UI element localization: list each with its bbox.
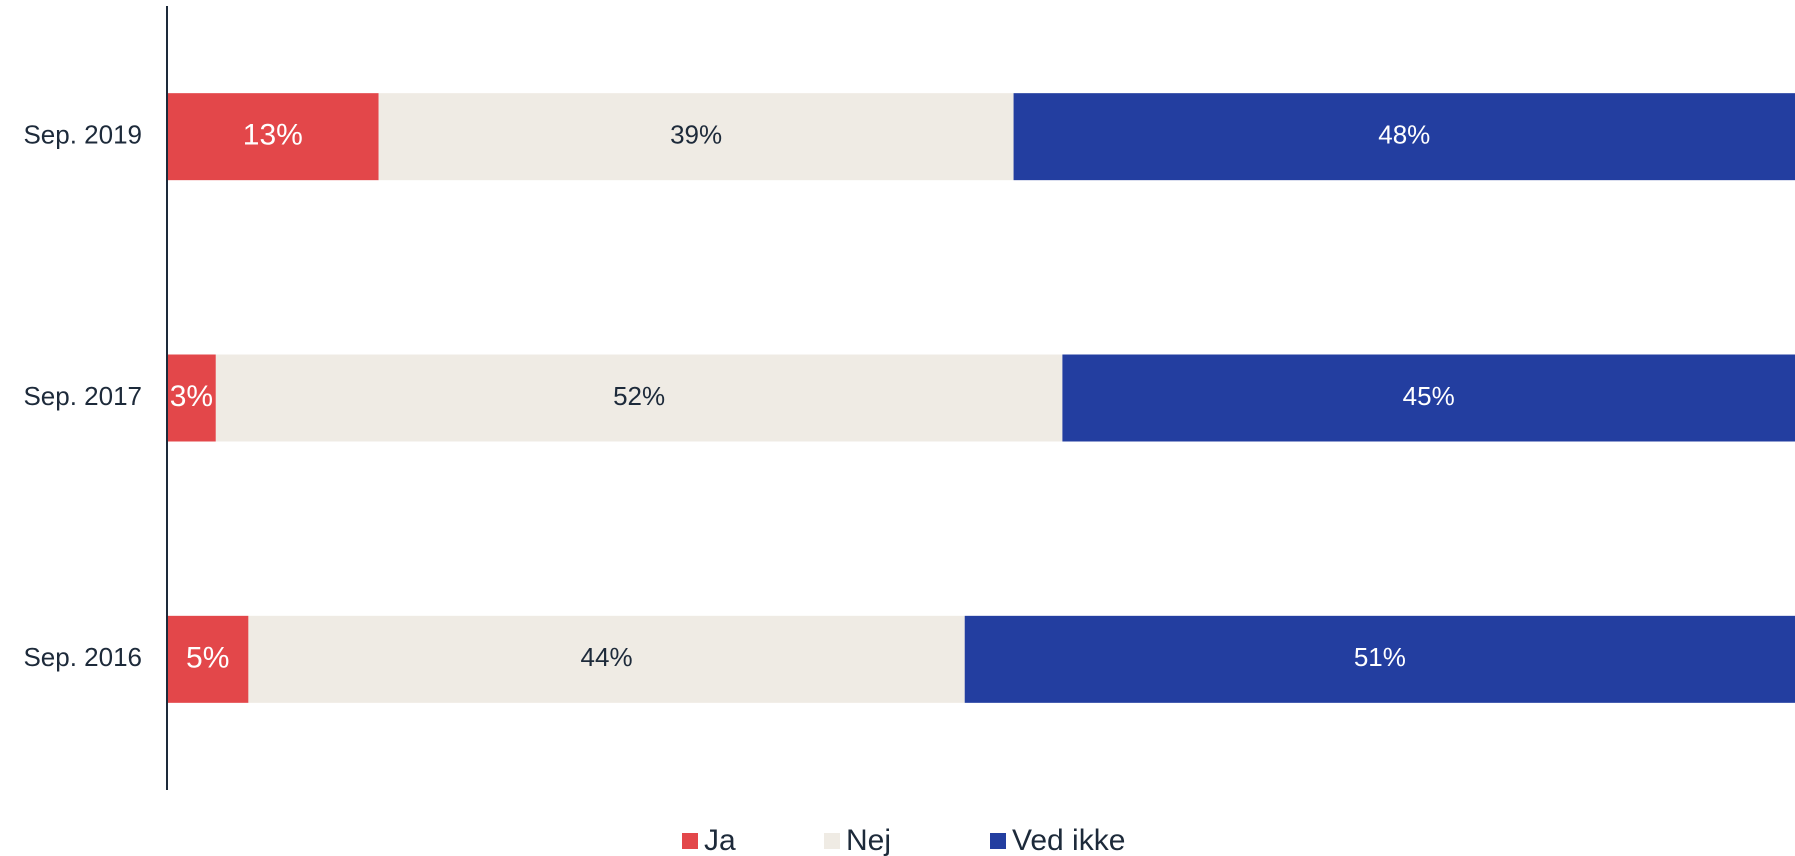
y-tick-label: Sep. 2017	[23, 381, 142, 411]
bar-segment	[1013, 93, 1795, 181]
legend-swatch	[824, 833, 840, 849]
data-label: 13%	[243, 119, 303, 152]
legend-label: Nej	[846, 824, 891, 856]
data-label: 51%	[1354, 642, 1406, 672]
data-label: 52%	[613, 381, 665, 411]
data-label: 45%	[1403, 381, 1455, 411]
bar-segment	[248, 615, 965, 703]
bar-segment	[964, 615, 1795, 703]
bar-segment	[378, 93, 1014, 181]
data-label: 39%	[670, 120, 722, 150]
data-label: 3%	[170, 380, 213, 413]
bar-segment	[167, 93, 379, 181]
data-label: 5%	[186, 641, 229, 674]
bar-segment	[215, 354, 1063, 442]
y-tick-label: Sep. 2019	[23, 120, 142, 150]
bar-segment	[1062, 354, 1795, 442]
legend-swatch	[990, 833, 1006, 849]
legend-label: Ja	[704, 824, 736, 856]
data-label: 44%	[581, 642, 633, 672]
bar-segment	[167, 354, 216, 442]
bar-segment	[167, 615, 249, 703]
data-label: 48%	[1378, 120, 1430, 150]
legend-label: Ved ikke	[1012, 824, 1125, 856]
legend-swatch	[682, 833, 698, 849]
y-tick-label: Sep. 2016	[23, 642, 142, 672]
